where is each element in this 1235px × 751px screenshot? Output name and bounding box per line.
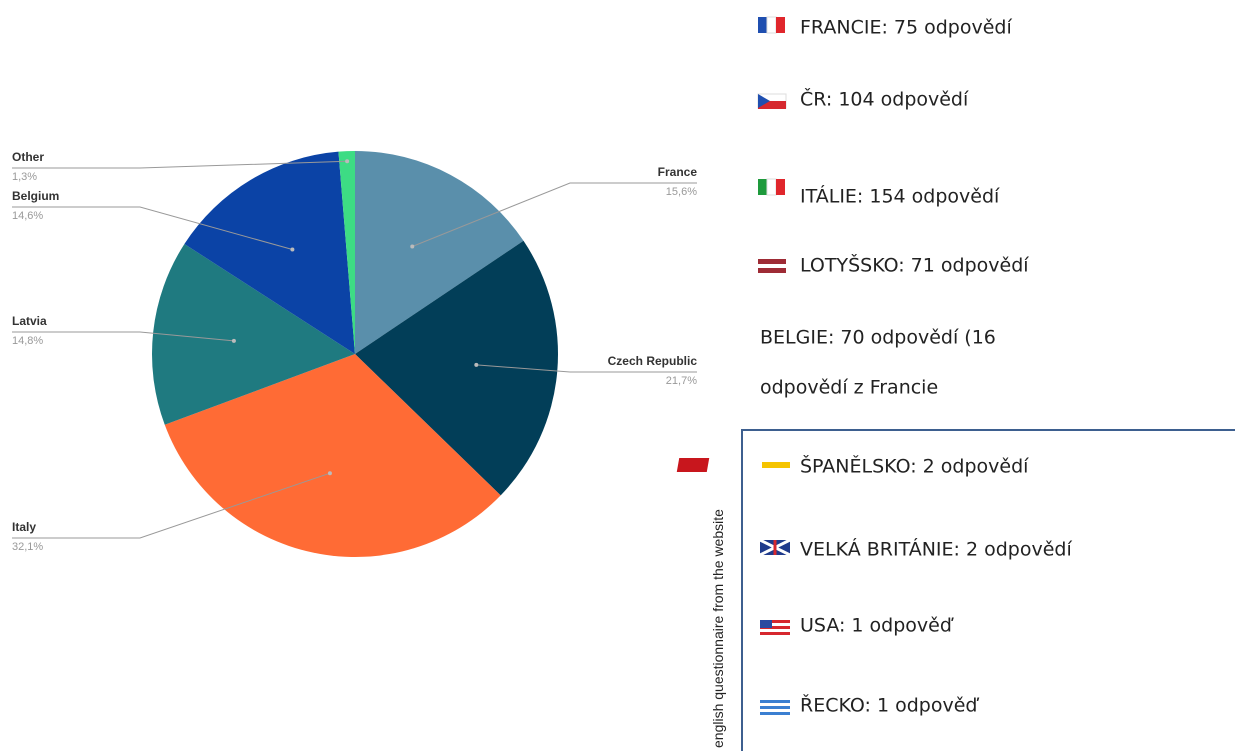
list-item: BELGIE: 70 odpovědí (16 [760, 327, 996, 349]
leader-line [412, 182, 697, 247]
category-label: France [658, 165, 698, 179]
value-label: 14,6% [12, 210, 43, 222]
value-label: 15,6% [666, 186, 697, 198]
value-label: 1,3% [12, 171, 37, 183]
box-item: ŠPANĚLSKO: 2 odpovědí [800, 454, 1029, 478]
list-item: FRANCIE: 75 odpovědí [800, 17, 1012, 39]
pie-slice [184, 151, 355, 354]
category-label: Czech Republic [608, 354, 698, 368]
leader-dot [327, 471, 332, 476]
leader-line [12, 160, 348, 169]
category-label: Other [12, 150, 44, 164]
flag [676, 16, 791, 715]
category-label: Belgium [12, 189, 59, 203]
box-title: english questionnaire from the website [710, 509, 726, 748]
leader-dot [231, 338, 236, 343]
pie-slice [355, 240, 558, 496]
leader-dot [290, 247, 295, 252]
box-item: VELKÁ BRITÁNIE: 2 odpovědí [800, 538, 1072, 561]
pie-slice [355, 151, 524, 354]
pie-slice [338, 151, 355, 354]
value-label: 14,8% [12, 335, 43, 347]
box-item: ŘECKO: 1 odpověď [800, 694, 979, 717]
leader-dot [410, 244, 415, 249]
value-label: 21,7% [666, 375, 697, 387]
value-label: 32,1% [12, 541, 43, 553]
pie-slice [164, 354, 501, 557]
leader-dot [474, 362, 479, 367]
leader-line [12, 472, 331, 539]
leader-dot [345, 159, 350, 164]
list-item: odpovědí z Francie [760, 377, 938, 399]
box [741, 429, 1235, 751]
leader-line [476, 364, 697, 373]
list-item: ČR: 104 odpovědí [800, 87, 969, 111]
category-label: Latvia [12, 314, 47, 328]
list-item: ITÁLIE: 154 odpovědí [800, 185, 1000, 208]
leader-line [12, 331, 234, 342]
pie-slice [152, 243, 355, 425]
leader-line [12, 206, 293, 251]
box-item: USA: 1 odpověď [800, 615, 954, 637]
category-label: Italy [12, 520, 36, 534]
list-item: LOTYŠSKO: 71 odpovědí [800, 253, 1029, 277]
